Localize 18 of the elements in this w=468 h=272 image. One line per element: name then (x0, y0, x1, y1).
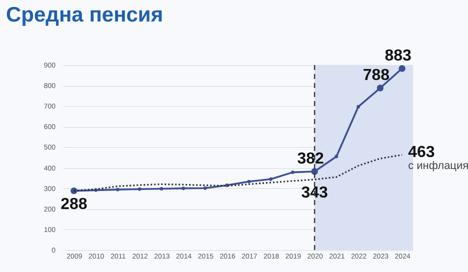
point (182, 186, 186, 190)
data-label: 343 (301, 184, 328, 202)
data-label: 788 (362, 67, 390, 84)
series-label: с инфлация (408, 160, 468, 172)
point (247, 180, 251, 184)
data-label: 288 (60, 196, 88, 213)
data-label: 463 (408, 144, 435, 161)
point (203, 186, 207, 190)
point (334, 154, 338, 158)
point (116, 188, 120, 192)
chart-title: Средна пенсия (6, 3, 164, 26)
point (269, 177, 273, 181)
point (160, 187, 164, 190)
data-label: 883 (384, 47, 412, 64)
point (290, 170, 294, 174)
data-label: 382 (297, 150, 324, 168)
point (356, 105, 360, 108)
point (138, 187, 142, 191)
